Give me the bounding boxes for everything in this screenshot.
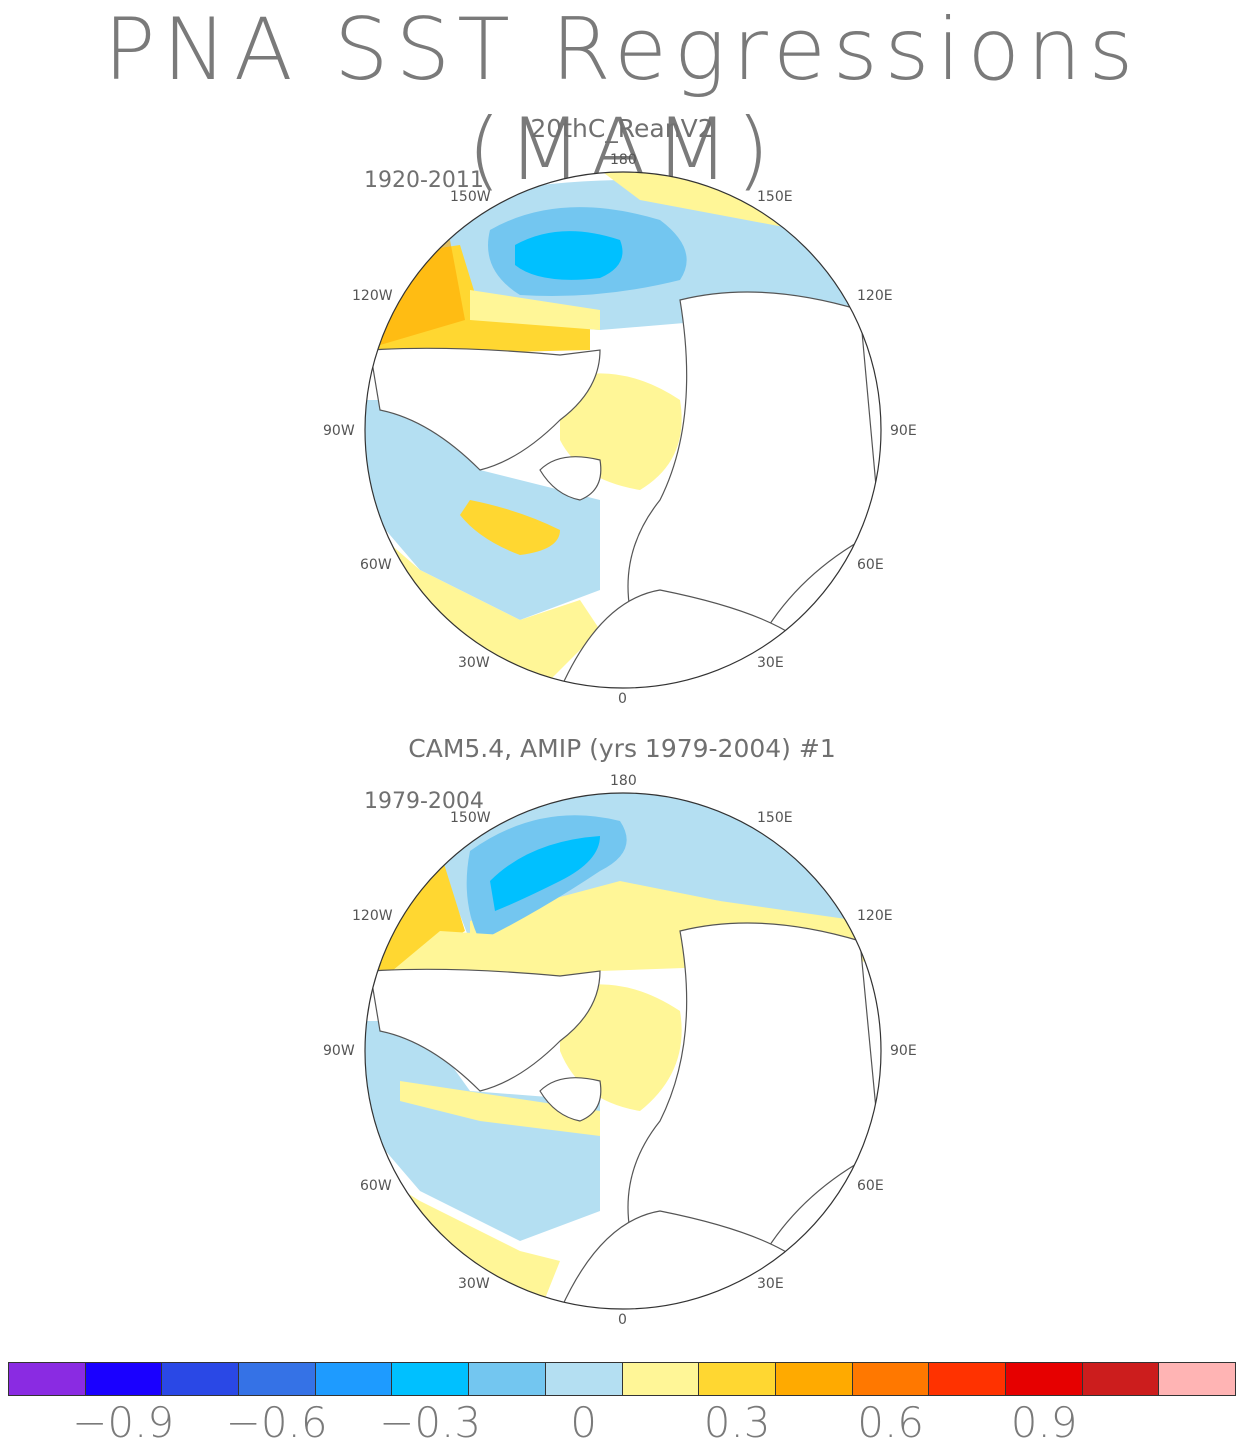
colorbar-tick-label: 0.6 xyxy=(857,1398,925,1447)
colorbar-tick-label: 0.9 xyxy=(1010,1398,1078,1447)
panel-title-1: 20thC_ReanV2 xyxy=(530,114,714,143)
pacific-cyan xyxy=(490,836,600,911)
land-outline xyxy=(369,347,601,471)
polar-map-1 xyxy=(364,171,882,689)
lon-label-60e-2: 60E xyxy=(857,1178,884,1194)
lon-label-top-2: 180 xyxy=(610,773,637,789)
lon-label-30w-1: 30W xyxy=(458,655,490,671)
lon-label-60w-2: 60W xyxy=(360,1178,392,1194)
colorbar-swatch xyxy=(315,1363,393,1395)
lon-label-90w-1: 90W xyxy=(323,423,355,439)
colorbar-swatch xyxy=(1082,1363,1160,1395)
colorbar-tick-label: 0 xyxy=(570,1398,597,1447)
land-outline xyxy=(369,968,601,1092)
atlantic-orange xyxy=(460,500,560,555)
colorbar-swatch xyxy=(699,1363,776,1395)
colorbar-tick-label: −0.3 xyxy=(379,1398,482,1447)
pacific-yellow-band xyxy=(470,290,600,330)
panel-years-2: 1979-2004 xyxy=(364,789,484,814)
colorbar-swatch xyxy=(622,1363,700,1395)
lon-label-bottom-2: 0 xyxy=(618,1312,627,1328)
lon-label-150e-2: 150E xyxy=(757,810,793,826)
lon-label-150w-1: 150W xyxy=(450,189,491,205)
lon-label-90e-2: 90E xyxy=(890,1043,917,1059)
lon-label-60w-1: 60W xyxy=(360,557,392,573)
colorbar-tick-label: −0.6 xyxy=(225,1398,328,1447)
pacific-cyan xyxy=(515,231,623,280)
greenland xyxy=(539,456,602,501)
panel-title-2: CAM5.4, AMIP (yrs 1979-2004) #1 xyxy=(408,734,836,763)
colorbar-swatch xyxy=(1159,1363,1235,1395)
lon-label-120w-2: 120W xyxy=(352,908,393,924)
colorbar-swatch xyxy=(929,1363,1006,1395)
atlantic-light-blue xyxy=(365,1021,600,1241)
lon-label-30w-2: 30W xyxy=(458,1276,490,1292)
panel-years-1: 1920-2011 xyxy=(364,168,484,193)
colorbar-swatch xyxy=(469,1363,546,1395)
colorbar-swatch xyxy=(239,1363,316,1395)
lon-label-90e-1: 90E xyxy=(890,423,917,439)
colorbar-swatch xyxy=(545,1363,623,1395)
lon-label-120e-1: 120E xyxy=(857,288,893,304)
colorbar-swatch xyxy=(775,1363,853,1395)
lon-label-30e-1: 30E xyxy=(757,655,784,671)
colorbar-swatch xyxy=(1005,1363,1083,1395)
greenland xyxy=(539,1077,602,1122)
lon-label-30e-2: 30E xyxy=(757,1276,784,1292)
main-title: PNA SST Regressions (MAM) xyxy=(103,0,1141,200)
colorbar-swatch xyxy=(162,1363,240,1395)
colorbar-swatch xyxy=(852,1363,930,1395)
lon-label-90w-2: 90W xyxy=(323,1043,355,1059)
polar-map-2 xyxy=(364,792,882,1310)
lon-label-top-1: 180 xyxy=(610,152,637,168)
lon-label-120w-1: 120W xyxy=(352,288,393,304)
pacific-yellow-band xyxy=(380,931,600,981)
colorbar xyxy=(8,1362,1236,1396)
lon-label-150e-1: 150E xyxy=(757,189,793,205)
colorbar-tick-label: −0.9 xyxy=(72,1398,175,1447)
lon-label-60e-1: 60E xyxy=(857,557,884,573)
colorbar-swatch xyxy=(85,1363,163,1395)
colorbar-tick-label: 0.3 xyxy=(703,1398,771,1447)
atlantic-yellow-band xyxy=(400,1081,600,1136)
lon-label-150w-2: 150W xyxy=(450,810,491,826)
lon-label-120e-2: 120E xyxy=(857,908,893,924)
colorbar-swatch xyxy=(9,1363,86,1395)
colorbar-swatch xyxy=(392,1363,470,1395)
lon-label-bottom-1: 0 xyxy=(618,691,627,707)
